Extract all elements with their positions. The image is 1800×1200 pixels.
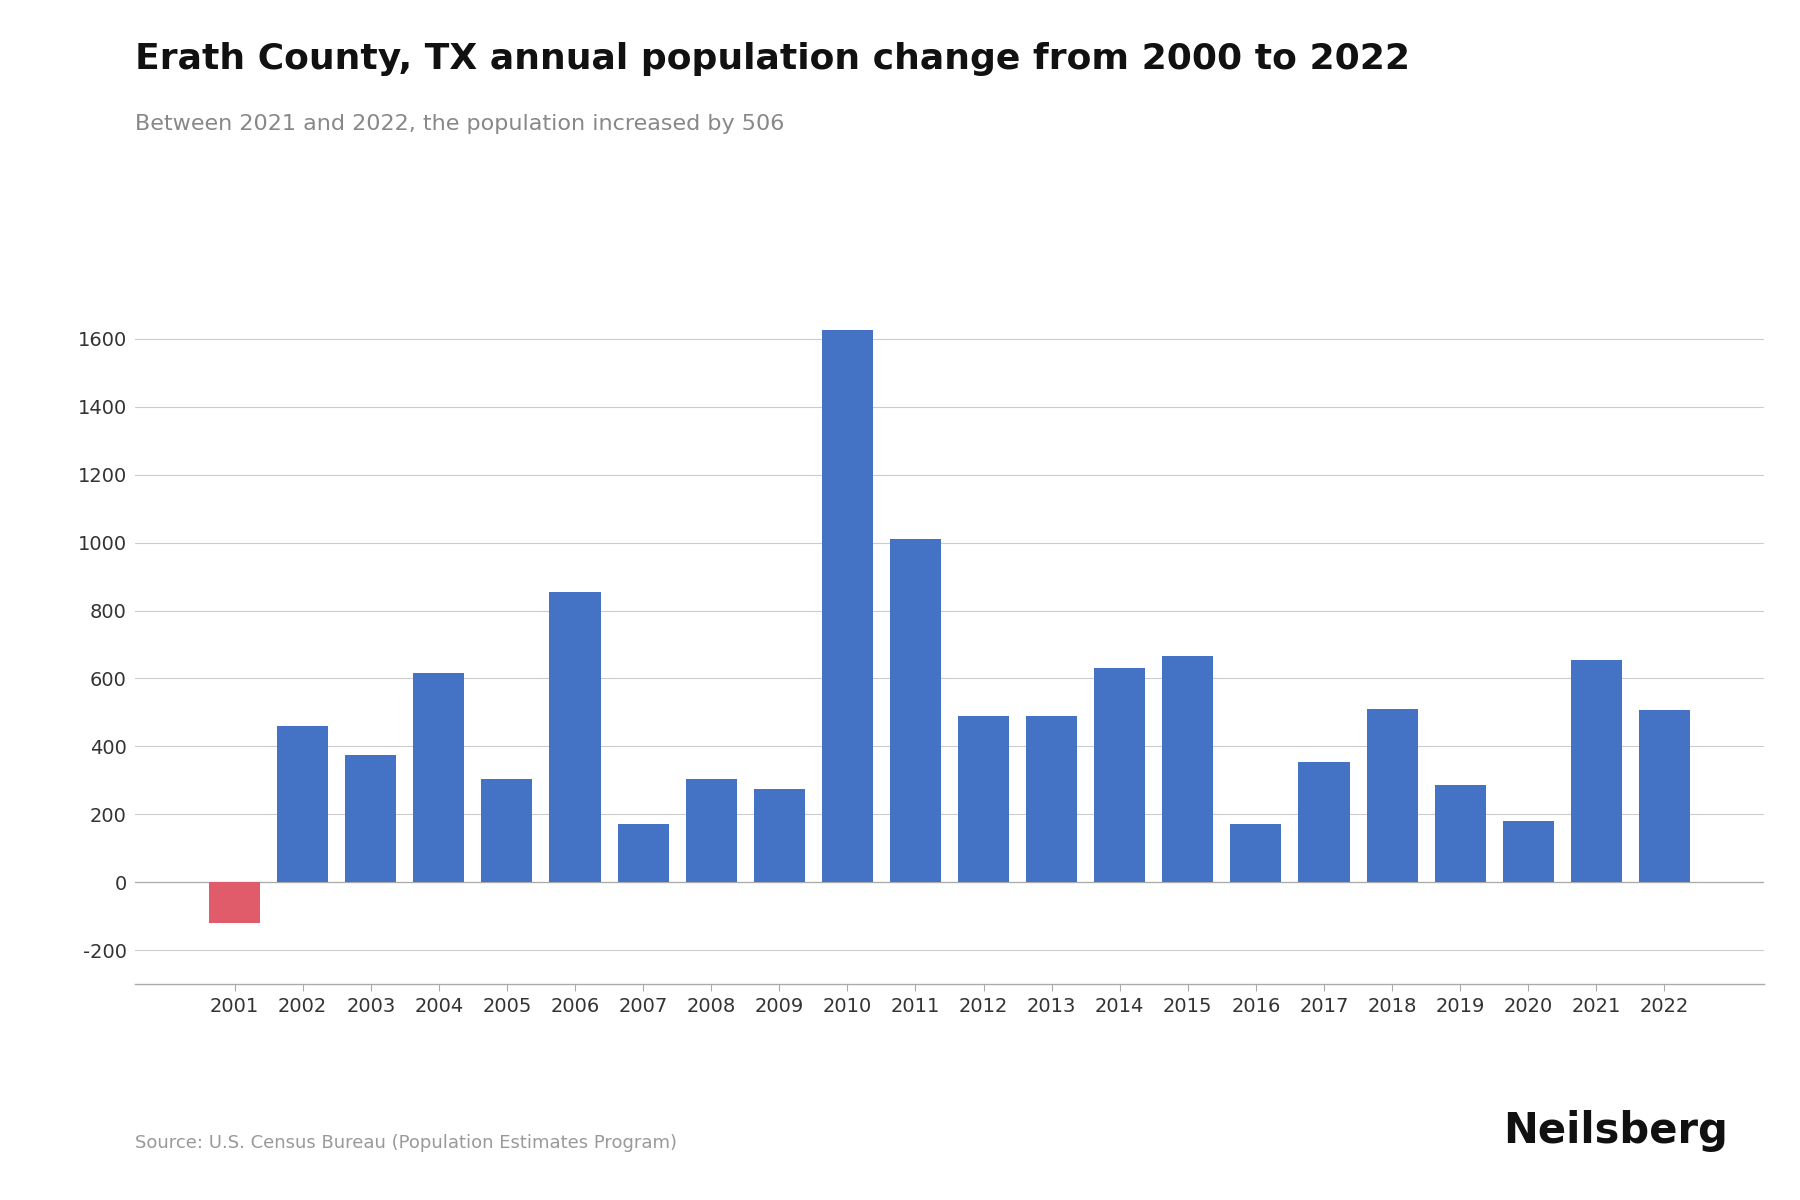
- Text: Neilsberg: Neilsberg: [1503, 1110, 1728, 1152]
- Text: Between 2021 and 2022, the population increased by 506: Between 2021 and 2022, the population in…: [135, 114, 785, 134]
- Bar: [1094, 668, 1145, 882]
- Bar: [1503, 821, 1553, 882]
- Bar: [958, 715, 1010, 882]
- Bar: [277, 726, 328, 882]
- Bar: [823, 330, 873, 882]
- Bar: [1366, 709, 1418, 882]
- Text: Source: U.S. Census Bureau (Population Estimates Program): Source: U.S. Census Bureau (Population E…: [135, 1134, 677, 1152]
- Bar: [1298, 762, 1350, 882]
- Bar: [414, 673, 464, 882]
- Bar: [1163, 656, 1213, 882]
- Bar: [1571, 660, 1622, 882]
- Bar: [754, 788, 805, 882]
- Bar: [686, 779, 736, 882]
- Text: Erath County, TX annual population change from 2000 to 2022: Erath County, TX annual population chang…: [135, 42, 1409, 76]
- Bar: [1435, 785, 1485, 882]
- Bar: [549, 592, 601, 882]
- Bar: [209, 882, 261, 923]
- Bar: [1026, 715, 1076, 882]
- Bar: [1231, 824, 1282, 882]
- Bar: [346, 755, 396, 882]
- Bar: [889, 539, 941, 882]
- Bar: [1638, 710, 1690, 882]
- Bar: [481, 779, 533, 882]
- Bar: [617, 824, 668, 882]
